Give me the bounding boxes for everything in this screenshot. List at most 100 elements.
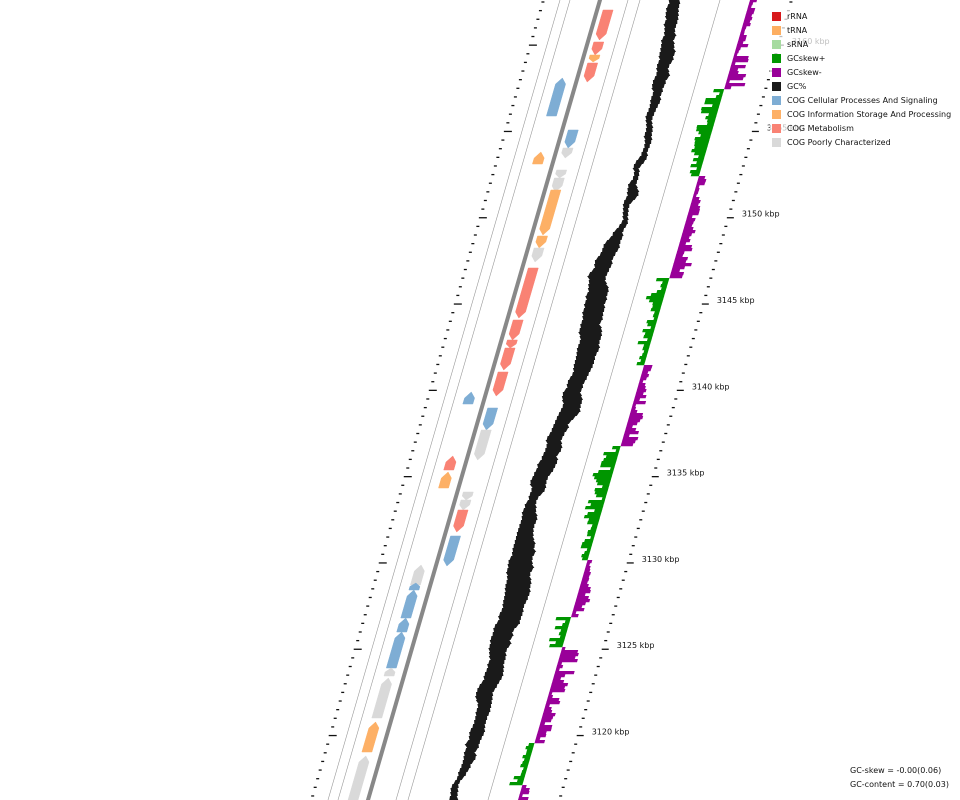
gc-skew-positive	[646, 338, 652, 342]
legend-label: GCskew-	[787, 67, 822, 77]
gc-skew-positive	[696, 125, 714, 129]
gene-feature	[555, 169, 568, 179]
gc-skew-negative	[642, 368, 652, 372]
gc-skew-negative	[737, 41, 744, 45]
gc-skew-negative	[676, 251, 685, 255]
backbone	[365, 0, 603, 800]
gc-skew-negative	[537, 731, 547, 735]
gc-skew-negative	[638, 383, 646, 387]
gc-skew-negative	[745, 11, 755, 15]
gc-skew-negative	[520, 788, 530, 792]
gc-skew-negative	[544, 704, 550, 708]
gc-skew-positive	[645, 296, 665, 300]
gc-skew-negative	[559, 653, 579, 657]
gc-skew-negative	[540, 719, 552, 723]
gc-skew-positive	[521, 770, 527, 774]
gc-skew-positive	[652, 302, 663, 306]
gc-skew-negative	[675, 254, 684, 258]
gene-feature	[361, 721, 380, 753]
gc-skew-negative	[674, 257, 689, 261]
gene-feature	[583, 62, 599, 83]
gc-skew-positive	[700, 134, 712, 138]
gene-feature	[474, 429, 492, 461]
gc-skew-negative	[669, 275, 683, 279]
gc-skew-positive	[559, 635, 566, 639]
gene-feature	[385, 631, 406, 669]
gc-skew-negative	[625, 425, 633, 429]
gc-skew-negative	[746, 8, 756, 12]
gc-skew-positive	[694, 146, 708, 150]
gc-skew-positive	[520, 764, 529, 768]
gc-skew-negative	[623, 434, 630, 438]
gc-skew-positive	[653, 317, 659, 321]
gc-skew-negative	[542, 713, 556, 717]
gc-skew-negative	[698, 176, 706, 180]
gene-feature	[591, 41, 605, 56]
gc-skew-positive	[650, 293, 665, 297]
gc-skew-negative	[695, 185, 700, 189]
gc-skew-negative	[670, 272, 685, 276]
gc-skew-positive	[513, 776, 525, 780]
gc-skew-positive	[558, 632, 567, 636]
gc-skew-negative	[631, 407, 637, 411]
gc-skew-negative	[679, 239, 691, 243]
stats: GC-skew = -0.00(0.06) GC-content = 0.70(…	[850, 764, 949, 792]
gene-feature	[492, 371, 509, 397]
gc-skew-positive	[611, 446, 621, 450]
gc-skew-negative	[539, 722, 546, 726]
gc-skew-positive	[554, 626, 569, 630]
gc-skew-positive	[525, 746, 534, 750]
gc-skew-positive	[646, 320, 658, 324]
gc-skew-positive	[648, 299, 664, 303]
gc-skew-positive	[690, 173, 700, 177]
gc-skew-negative	[549, 689, 566, 693]
gc-skew-negative	[732, 59, 749, 63]
gene-feature	[396, 617, 410, 633]
gc-skew-negative	[634, 395, 647, 399]
gc-skew-negative	[745, 14, 753, 18]
gc-skew-negative	[743, 20, 751, 24]
gc-skew-positive	[689, 170, 701, 174]
gc-skew-negative	[685, 218, 696, 222]
gc-skew-negative	[578, 590, 591, 594]
gc-skew-negative	[627, 419, 641, 423]
gc-skew-positive	[643, 350, 649, 354]
gc-skew-positive	[696, 167, 702, 171]
gc-skew-negative	[582, 575, 590, 579]
gc-skew-positive	[652, 305, 662, 309]
track-line	[327, 0, 561, 800]
gc-skew-positive	[549, 644, 564, 648]
gc-skew-negative	[521, 785, 527, 789]
gc-skew-negative	[578, 587, 591, 591]
gene-feature	[546, 77, 566, 117]
gc-skew-negative	[626, 422, 638, 426]
gc-skew-positive	[700, 107, 719, 111]
gc-skew-positive	[522, 767, 528, 771]
legend-label: GC%	[787, 81, 807, 91]
legend-swatch	[772, 39, 781, 49]
gc-skew-negative	[640, 374, 650, 378]
gc-skew-positive	[594, 488, 609, 492]
gc-skew-negative	[624, 431, 639, 435]
legend-swatch	[772, 53, 781, 63]
gc-skew-negative	[538, 728, 552, 732]
gc-skew-positive	[516, 779, 525, 783]
gc-skew-positive	[694, 143, 709, 147]
legend-label: rRNA	[787, 11, 808, 21]
gc-skew-positive	[509, 782, 524, 786]
gc-skew-positive	[581, 554, 590, 558]
gc-skew-negative	[691, 197, 700, 201]
gc-skew-positive	[597, 470, 614, 474]
legend-item: COG Poorly Characterized	[772, 135, 951, 149]
gc-skew-negative	[554, 671, 575, 675]
legend-item: tRNA	[772, 23, 951, 37]
gc-skew-negative	[632, 401, 647, 405]
gc-skew-negative	[635, 392, 644, 396]
gc-skew-negative	[694, 188, 700, 192]
gene-feature	[443, 535, 461, 567]
gc-skew-negative	[739, 32, 745, 36]
gc-skew-positive	[591, 524, 598, 528]
gc-skew-negative	[678, 245, 693, 249]
gc-skew-positive	[615, 449, 620, 453]
scale-label: 3140 kbp	[692, 382, 730, 391]
